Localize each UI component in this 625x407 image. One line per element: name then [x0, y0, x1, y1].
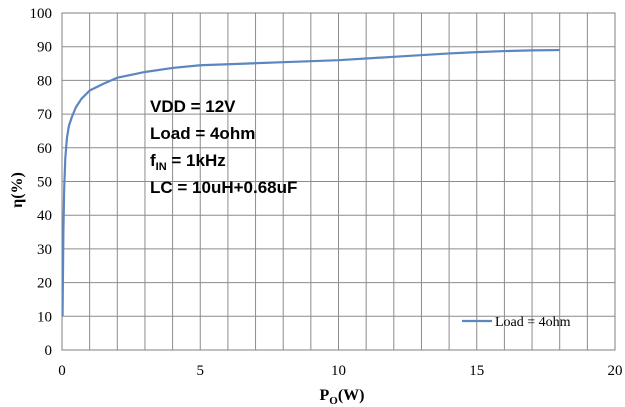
x-tick-label: 15	[469, 363, 484, 379]
x-axis-title-main: P	[320, 387, 330, 404]
y-tick-label: 0	[45, 343, 53, 359]
annotation-vdd: VDD = 12V	[150, 97, 236, 116]
y-tick-label: 10	[37, 309, 52, 325]
plot-frame	[61, 12, 616, 351]
x-tick-label: 10	[331, 363, 346, 379]
x-axis-title-unit: (W)	[338, 387, 365, 404]
x-axis-title-sub: O	[329, 395, 338, 407]
x-axis-ticks: 0 5 10 15 20	[58, 363, 622, 379]
y-tick-label: 30	[37, 242, 52, 258]
y-tick-label: 60	[37, 141, 52, 157]
y-tick-label: 90	[37, 40, 52, 56]
y-tick-label: 50	[37, 175, 52, 191]
y-tick-label: 20	[37, 276, 52, 292]
y-axis-ticks: 0 10 20 30 40 50 60 70 80 90 100	[30, 6, 53, 359]
y-tick-label: 40	[37, 208, 52, 224]
legend-label: Load = 4ohm	[495, 315, 571, 330]
annotation-fin-rest: = 1kHz	[167, 151, 226, 170]
grid	[62, 13, 615, 350]
y-tick-label: 70	[37, 107, 52, 123]
y-tick-label: 80	[37, 73, 52, 89]
legend: Load = 4ohm	[462, 315, 571, 330]
y-axis-title: η(%)	[9, 172, 26, 208]
annotation-fin: fIN = 1kHz	[150, 151, 226, 173]
annotation-fin-sub: IN	[156, 161, 167, 173]
x-tick-label: 20	[608, 363, 623, 379]
x-tick-label: 0	[58, 363, 66, 379]
annotation-lc: LC = 10uH+0.68uF	[150, 178, 297, 197]
x-axis-title: PO(W)	[320, 387, 365, 407]
annotation-load: Load = 4ohm	[150, 124, 255, 143]
x-tick-label: 5	[197, 363, 205, 379]
annotation-fin-f: f	[150, 151, 156, 170]
y-tick-label: 100	[30, 6, 53, 22]
series-line-load-4ohm	[61, 48, 560, 317]
